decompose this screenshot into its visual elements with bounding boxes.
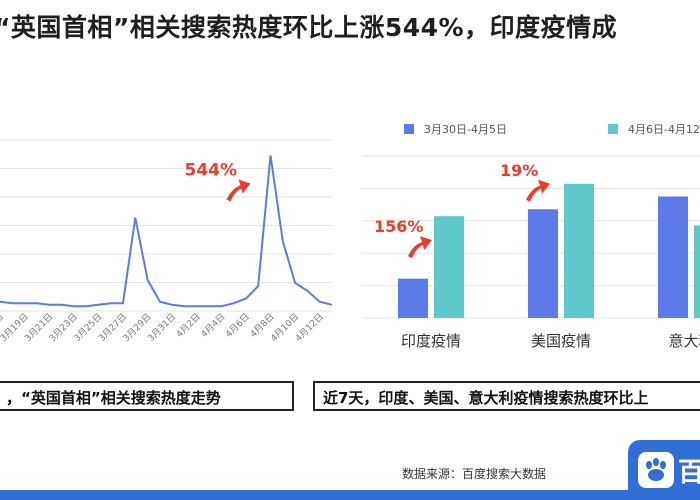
annotation-label: 544% (185, 161, 238, 181)
series-line (0, 155, 333, 308)
bar (528, 209, 558, 318)
x-tick-label: 4月4日 (199, 311, 228, 340)
bar-chart-panel: 3月30日-4月5日 4月6日-4月12日 印度疫情 美国疫情 意大利 156% 19% (362, 110, 700, 360)
trend-arrow-icon (226, 179, 251, 202)
paw-icon (638, 452, 674, 488)
annotation-label: 19% (500, 161, 538, 180)
line-chart: 3月17日3月19日3月21日3月23日3月25日3月27日3月29日3月31日… (0, 139, 333, 344)
data-source: 数据来源：百度搜索大数据 (402, 467, 547, 481)
annotation-label: 156% (374, 217, 423, 236)
bar-chart: 印度疫情 美国疫情 意大利 156% 19% (362, 155, 700, 350)
bar (694, 225, 700, 318)
right-caption: 近7天，印度、美国、意大利疫情搜索热度环比上 (313, 381, 700, 411)
x-category-label: 美国疫情 (531, 332, 591, 350)
x-tick-label: 4月2日 (174, 311, 203, 340)
page-title: “英国首相”相关搜索热度环比上涨544%，印度疫情成 (0, 13, 618, 42)
baidu-logo: 百 (628, 440, 700, 500)
bottom-bar (0, 490, 700, 500)
legend-swatch-1 (404, 124, 414, 134)
baidu-brand-text: 百 (678, 458, 700, 488)
x-category-label: 意大利 (668, 332, 700, 350)
trend-arrow-icon (526, 179, 550, 202)
legend-swatch-2 (608, 124, 618, 134)
bar (658, 196, 688, 318)
bar (434, 216, 464, 318)
line-chart-panel: 3月17日 3月19日 3月21日 3月23日 3月25日 3月27日 3月29日 3月31日… (0, 128, 340, 348)
trend-arrow-icon (408, 236, 432, 259)
bar (564, 183, 594, 318)
x-category-label: 印度疫情 (401, 332, 461, 350)
legend-label-2: 4月6日-4月12日 (628, 123, 700, 136)
bar (398, 278, 428, 318)
x-tick-label: 4月6日 (223, 311, 252, 340)
legend-label-1: 3月30日-4月5日 (424, 123, 507, 136)
left-caption: ，“英国首相”相关搜索热度走势 (0, 381, 294, 411)
